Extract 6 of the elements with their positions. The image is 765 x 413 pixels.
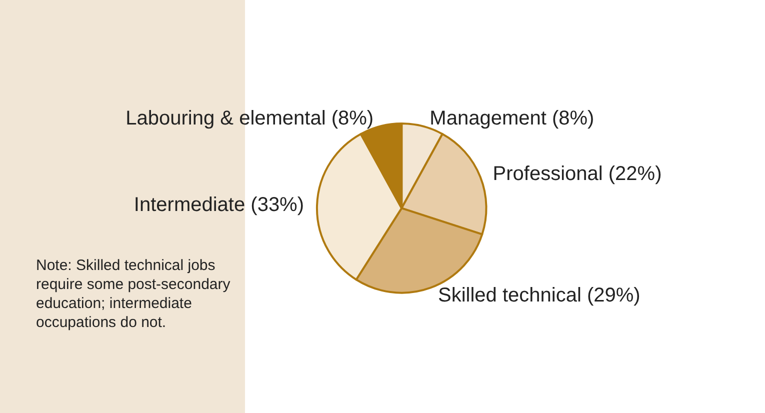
slice-label: Skilled technical (29%) [438,284,640,306]
slice-label: Professional (22%) [492,163,662,186]
slice-label: Labouring & elemental (8%) [126,107,374,130]
text: Note: Skilled technical jobs require some post-secondary education; intermediate occupations do not. [36,256,232,332]
slice-label: Intermediate (33%) [134,194,304,216]
slice-label: Management (8%) [430,107,594,130]
